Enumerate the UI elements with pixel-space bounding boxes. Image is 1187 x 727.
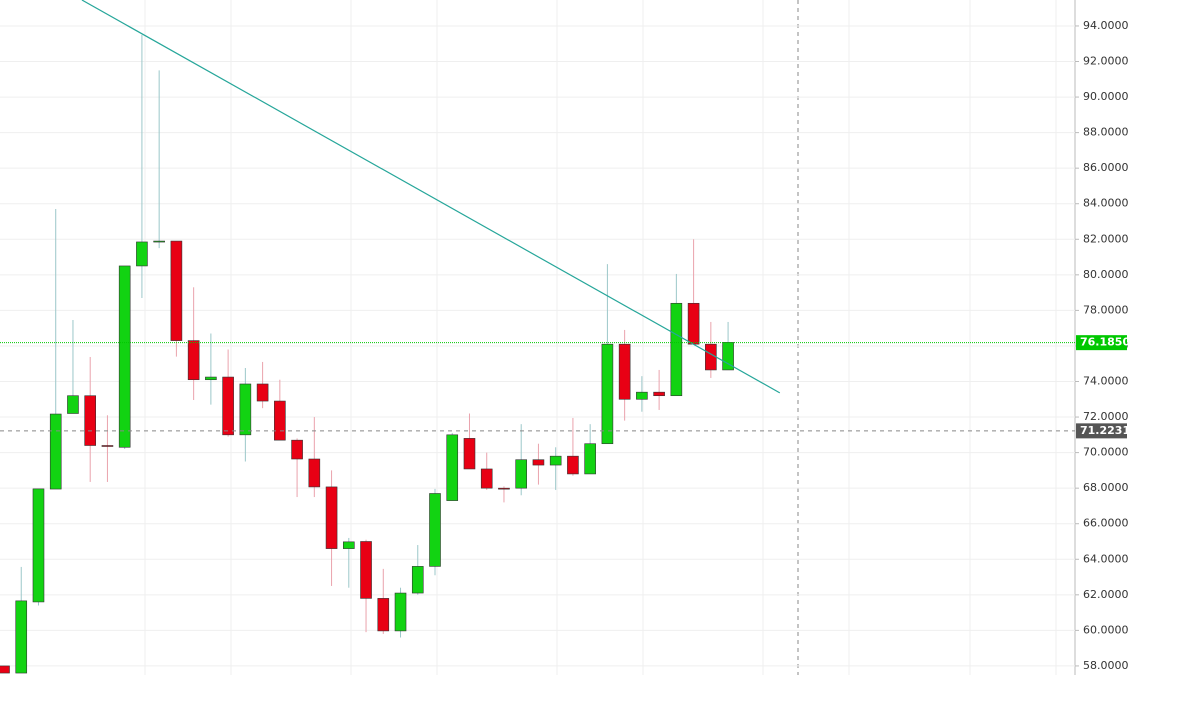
candle-body	[463, 438, 476, 470]
candle-body	[153, 240, 165, 243]
candle-body	[84, 395, 96, 446]
candle-body	[584, 443, 596, 475]
y-tick-label: 64.0000	[1083, 552, 1129, 565]
candle-body	[480, 468, 493, 489]
candle-body	[274, 400, 286, 441]
candle-body	[515, 459, 528, 489]
candle-body	[222, 376, 234, 436]
y-tick-label: 92.0000	[1083, 55, 1129, 68]
y-tick-label: 88.0000	[1083, 126, 1129, 139]
candle-body	[170, 240, 183, 341]
candle-body	[618, 343, 631, 400]
candle-body	[653, 391, 665, 397]
candle-body	[0, 665, 10, 674]
trend-line	[81, 0, 781, 394]
y-tick-label: 74.0000	[1083, 374, 1129, 387]
crosshair-label: 71.2231	[1080, 424, 1130, 437]
candle-body	[377, 598, 390, 632]
y-tick-label: 80.0000	[1083, 268, 1129, 281]
y-tick-label: 70.0000	[1083, 446, 1129, 459]
candle-body	[239, 383, 252, 436]
candle-body	[49, 413, 62, 490]
y-tick-label: 72.0000	[1083, 410, 1129, 423]
y-tick-label: 62.0000	[1083, 588, 1129, 601]
candle-body	[429, 493, 441, 567]
price-label: 76.1850	[1080, 336, 1130, 349]
candle-body	[15, 600, 28, 674]
candle-body	[256, 383, 269, 402]
y-tick-label: 94.0000	[1083, 19, 1129, 32]
time-grid	[144, 0, 1057, 675]
candle-body	[342, 541, 355, 549]
candle-body	[187, 340, 200, 381]
candle-body	[549, 455, 562, 466]
y-tick-label: 68.0000	[1083, 481, 1129, 494]
y-tick-label: 66.0000	[1083, 517, 1129, 530]
candle-body	[601, 343, 614, 445]
candle-body	[32, 488, 45, 603]
candle-body	[308, 458, 321, 488]
y-tick-label: 82.0000	[1083, 232, 1129, 245]
candle-body	[136, 241, 148, 267]
candle-body	[567, 455, 579, 475]
candle-body	[360, 541, 372, 599]
candle-body	[636, 391, 648, 400]
y-tick-label: 78.0000	[1083, 303, 1129, 316]
y-tick-label: 90.0000	[1083, 90, 1129, 103]
candle-body	[411, 566, 424, 594]
y-tick-label: 60.0000	[1083, 623, 1129, 636]
y-tick-label: 86.0000	[1083, 161, 1129, 174]
y-tick-label: 58.0000	[1083, 659, 1129, 672]
price-label-bg	[1076, 335, 1127, 351]
candle-body	[446, 434, 459, 501]
candle-body	[205, 376, 217, 381]
candle-body	[394, 592, 407, 632]
candle-body	[101, 445, 114, 447]
candle-body	[670, 302, 683, 397]
candle-body	[291, 439, 303, 460]
candle-body	[532, 459, 545, 466]
candle-body	[498, 487, 510, 490]
candle-body	[705, 343, 717, 371]
crosshair-label-bg	[1076, 423, 1127, 439]
candle-body	[67, 395, 79, 414]
candle-body	[687, 302, 700, 345]
candle-body	[325, 486, 338, 549]
y-tick-label: 84.0000	[1083, 197, 1129, 210]
candle-body	[118, 265, 131, 448]
